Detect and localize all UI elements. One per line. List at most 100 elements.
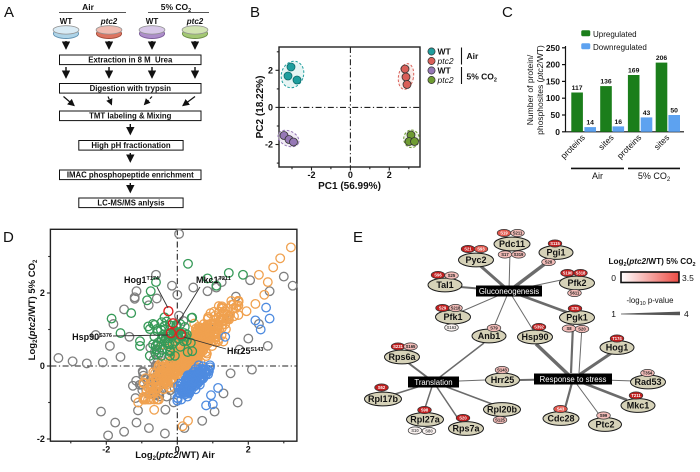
svg-text:Air: Air: [82, 2, 95, 12]
svg-text:Pgk1: Pgk1: [566, 313, 588, 323]
svg-text:Response to stress: Response to stress: [540, 375, 607, 384]
svg-text:S10: S10: [411, 428, 419, 433]
svg-text:136: 136: [600, 79, 612, 86]
svg-text:-2: -2: [307, 170, 315, 180]
svg-text:ptc2: ptc2: [100, 17, 118, 26]
svg-text:T174: T174: [612, 336, 622, 341]
svg-text:Rpl17b: Rpl17b: [368, 394, 399, 404]
svg-text:200: 200: [546, 60, 560, 70]
svg-text:Pgi1: Pgi1: [546, 248, 565, 258]
svg-text:B: B: [250, 4, 260, 21]
svg-text:Anb1: Anb1: [478, 331, 501, 341]
svg-text:Pfk1: Pfk1: [443, 312, 462, 322]
svg-text:Air: Air: [467, 51, 480, 61]
svg-text:S96: S96: [434, 273, 442, 278]
svg-text:Hog1T174: Hog1T174: [124, 275, 160, 285]
svg-text:S62: S62: [378, 385, 386, 390]
svg-text:Log2(ptc2/WT) 5% CO2: Log2(ptc2/WT) 5% CO2: [27, 259, 39, 360]
svg-text:S25: S25: [448, 273, 456, 278]
svg-text:Log2(ptc2/WT) 5% CO2: Log2(ptc2/WT) 5% CO2: [608, 257, 695, 268]
svg-text:16: 16: [615, 119, 623, 126]
svg-text:PC1 (56.99%): PC1 (56.99%): [318, 181, 381, 192]
svg-text:206: 206: [656, 55, 668, 62]
svg-text:Pdc11: Pdc11: [499, 239, 525, 249]
svg-text:S19: S19: [500, 231, 508, 236]
svg-text:50: 50: [551, 110, 561, 120]
svg-text:S28: S28: [545, 260, 553, 265]
svg-text:Extraction in 8 M Urea: Extraction in 8 M Urea: [88, 56, 173, 65]
svg-text:Hog1: Hog1: [606, 343, 629, 353]
svg-text:Downregulated: Downregulated: [593, 43, 647, 52]
svg-text:Air: Air: [592, 171, 603, 181]
svg-text:E: E: [353, 229, 363, 246]
svg-text:ptc2: ptc2: [437, 75, 454, 85]
svg-text:-2: -2: [265, 140, 273, 150]
svg-text:2: 2: [387, 170, 392, 180]
svg-text:117: 117: [572, 85, 583, 92]
svg-text:PC2 (18.22%): PC2 (18.22%): [255, 76, 266, 139]
svg-text:4: 4: [684, 309, 689, 319]
svg-text:0: 0: [611, 273, 616, 283]
svg-text:Hrr25: Hrr25: [491, 375, 515, 385]
svg-text:Translation: Translation: [414, 378, 452, 387]
svg-text:S211: S211: [513, 231, 523, 236]
svg-text:LC-MS/MS anlysis: LC-MS/MS anlysis: [97, 199, 165, 208]
svg-text:Hrr25S143: Hrr25S143: [227, 346, 263, 356]
svg-text:S190: S190: [563, 271, 573, 276]
svg-text:Tal1: Tal1: [436, 280, 453, 290]
svg-text:5% CO2: 5% CO2: [161, 2, 191, 14]
svg-text:250: 250: [546, 43, 560, 53]
svg-text:S43: S43: [557, 407, 565, 412]
svg-text:S20: S20: [578, 327, 586, 332]
svg-text:Hsp90: Hsp90: [521, 332, 548, 342]
svg-text:Ptc2: Ptc2: [595, 420, 614, 430]
svg-text:S93: S93: [477, 247, 485, 252]
svg-text:Log2(ptc2/WT) Air: Log2(ptc2/WT) Air: [135, 450, 215, 462]
svg-text:S143: S143: [497, 368, 507, 373]
svg-text:Rpl20b: Rpl20b: [487, 405, 518, 415]
svg-text:Gluconeogenesis: Gluconeogenesis: [479, 287, 539, 296]
svg-text:43: 43: [643, 110, 651, 117]
svg-text:S29: S29: [439, 306, 447, 311]
svg-text:-log10 p-value: -log10 p-value: [627, 296, 674, 307]
svg-text:Number of protein/: Number of protein/: [525, 54, 535, 125]
svg-text:S75: S75: [571, 306, 579, 311]
svg-text:Hsp90S376: Hsp90S376: [72, 332, 112, 342]
svg-text:High pH fractionation: High pH fractionation: [91, 141, 171, 150]
svg-text:5% CO2: 5% CO2: [467, 72, 497, 84]
svg-text:S99: S99: [600, 413, 608, 418]
svg-text:S165: S165: [406, 344, 416, 349]
svg-text:phosphosites (ptc2/WT): phosphosites (ptc2/WT): [535, 45, 545, 135]
svg-text:Digestion with trypsin: Digestion with trypsin: [90, 84, 172, 93]
svg-text:Rps7a: Rps7a: [452, 424, 480, 434]
svg-text:Rps6a: Rps6a: [388, 352, 416, 362]
svg-text:Upregulated: Upregulated: [593, 30, 637, 39]
svg-text:S392: S392: [534, 325, 544, 330]
svg-text:0: 0: [175, 445, 180, 455]
svg-text:WT: WT: [60, 17, 73, 26]
svg-text:S231: S231: [393, 344, 403, 349]
svg-text:S21: S21: [464, 247, 472, 252]
svg-text:C: C: [502, 4, 513, 21]
svg-text:Cdc28: Cdc28: [547, 414, 574, 424]
svg-text:S20: S20: [459, 416, 467, 421]
svg-text:Pyc2: Pyc2: [465, 255, 486, 265]
svg-text:Pfk2: Pfk2: [567, 278, 586, 288]
svg-text:Mkc1: Mkc1: [627, 401, 650, 411]
svg-text:D: D: [3, 229, 14, 246]
svg-text:14: 14: [586, 120, 594, 127]
svg-text:2: 2: [40, 288, 45, 298]
svg-text:5% CO2: 5% CO2: [638, 171, 671, 183]
svg-text:1: 1: [611, 309, 616, 319]
svg-text:S611: S611: [570, 291, 580, 296]
svg-text:ptc2: ptc2: [437, 56, 454, 66]
svg-text:0: 0: [268, 102, 273, 112]
svg-text:WT: WT: [438, 47, 452, 57]
svg-text:0: 0: [555, 127, 560, 137]
svg-text:ptc2: ptc2: [186, 17, 204, 26]
svg-text:2: 2: [268, 65, 273, 75]
svg-text:150: 150: [546, 76, 560, 86]
svg-text:50: 50: [670, 108, 678, 115]
svg-text:S218: S218: [451, 306, 461, 311]
svg-text:T354: T354: [643, 371, 653, 376]
